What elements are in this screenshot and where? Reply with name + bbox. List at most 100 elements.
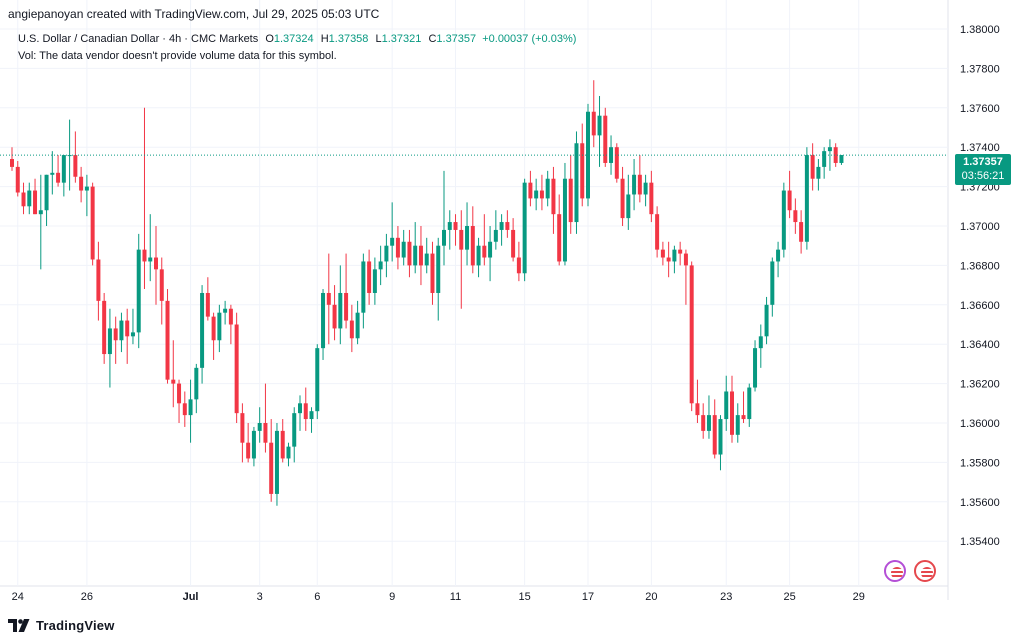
candle[interactable] (142, 107, 147, 290)
candle[interactable] (718, 415, 723, 471)
candle[interactable] (257, 407, 262, 443)
candle[interactable] (724, 375, 729, 431)
candle[interactable] (839, 155, 844, 165)
candle[interactable] (73, 131, 78, 183)
candle[interactable] (188, 379, 193, 443)
candle[interactable] (292, 407, 297, 463)
candle[interactable] (182, 391, 187, 427)
candle[interactable] (223, 300, 228, 325)
candle[interactable] (424, 237, 429, 274)
candle[interactable] (557, 194, 562, 266)
candle[interactable] (730, 375, 734, 443)
candle[interactable] (125, 308, 130, 364)
candle[interactable] (753, 340, 758, 392)
candle[interactable] (660, 241, 665, 266)
candle[interactable] (672, 245, 677, 274)
candle[interactable] (747, 383, 752, 427)
candle[interactable] (816, 159, 821, 191)
candle[interactable] (470, 206, 475, 274)
candle[interactable] (378, 245, 383, 286)
candle[interactable] (251, 426, 256, 467)
candle[interactable] (574, 131, 579, 234)
candle[interactable] (453, 214, 458, 246)
candle[interactable] (568, 155, 573, 234)
candle[interactable] (269, 419, 274, 502)
candle[interactable] (326, 253, 331, 345)
candle[interactable] (332, 285, 337, 341)
candle[interactable] (614, 143, 619, 183)
candle[interactable] (240, 403, 245, 463)
candle[interactable] (758, 324, 763, 368)
candle[interactable] (321, 289, 326, 360)
candle[interactable] (96, 241, 101, 321)
candle[interactable] (286, 442, 291, 467)
candle[interactable] (632, 159, 637, 211)
candle[interactable] (799, 210, 804, 254)
brand-footer[interactable]: TradingView (8, 618, 115, 633)
candle[interactable] (776, 241, 781, 278)
candle[interactable] (102, 292, 107, 364)
candle[interactable] (171, 340, 176, 408)
us-flag-event-icon[interactable] (914, 560, 936, 582)
candle[interactable] (107, 308, 112, 388)
candle[interactable] (511, 218, 516, 262)
candle[interactable] (315, 344, 320, 420)
candle[interactable] (38, 174, 43, 270)
candle[interactable] (488, 226, 493, 282)
candle[interactable] (787, 170, 792, 219)
candle[interactable] (505, 210, 510, 238)
candle[interactable] (637, 155, 642, 203)
candle[interactable] (136, 233, 141, 349)
candle[interactable] (430, 241, 435, 305)
candle[interactable] (344, 253, 349, 329)
candle[interactable] (384, 233, 389, 278)
candle[interactable] (701, 403, 706, 439)
candle[interactable] (603, 107, 608, 167)
candle[interactable] (810, 143, 815, 191)
candle[interactable] (666, 241, 671, 278)
candle[interactable] (50, 151, 55, 195)
candle[interactable] (643, 174, 648, 207)
candle[interactable] (499, 214, 504, 246)
candle[interactable] (33, 178, 38, 215)
candle[interactable] (15, 160, 20, 197)
candle[interactable] (10, 147, 14, 171)
candle[interactable] (200, 285, 205, 384)
candle[interactable] (827, 139, 832, 171)
candle[interactable] (545, 170, 550, 207)
candle[interactable] (61, 155, 66, 197)
candle[interactable] (263, 383, 268, 453)
candle[interactable] (361, 253, 366, 329)
candle[interactable] (27, 182, 32, 215)
candle[interactable] (211, 312, 216, 360)
candle[interactable] (113, 316, 118, 364)
candle[interactable] (649, 170, 654, 223)
candle[interactable] (804, 147, 809, 250)
candle[interactable] (695, 379, 700, 423)
candle[interactable] (407, 229, 412, 278)
candle[interactable] (528, 170, 533, 207)
candle[interactable] (148, 214, 153, 282)
candle[interactable] (56, 155, 61, 187)
candle[interactable] (274, 423, 279, 506)
candle[interactable] (712, 399, 717, 459)
candle[interactable] (442, 170, 446, 266)
candle[interactable] (580, 123, 585, 207)
candle[interactable] (620, 166, 625, 226)
candle[interactable] (119, 312, 124, 353)
candle[interactable] (522, 178, 527, 282)
candle[interactable] (770, 257, 775, 317)
candle[interactable] (689, 261, 694, 412)
candle[interactable] (349, 304, 354, 353)
candle[interactable] (735, 403, 740, 443)
candle[interactable] (793, 198, 798, 234)
candle[interactable] (626, 174, 631, 230)
candle[interactable] (781, 182, 786, 258)
candle[interactable] (234, 312, 239, 423)
candle[interactable] (678, 241, 683, 266)
candle[interactable] (205, 277, 210, 321)
candle[interactable] (833, 143, 838, 167)
candle[interactable] (84, 174, 89, 217)
candle[interactable] (539, 174, 544, 211)
